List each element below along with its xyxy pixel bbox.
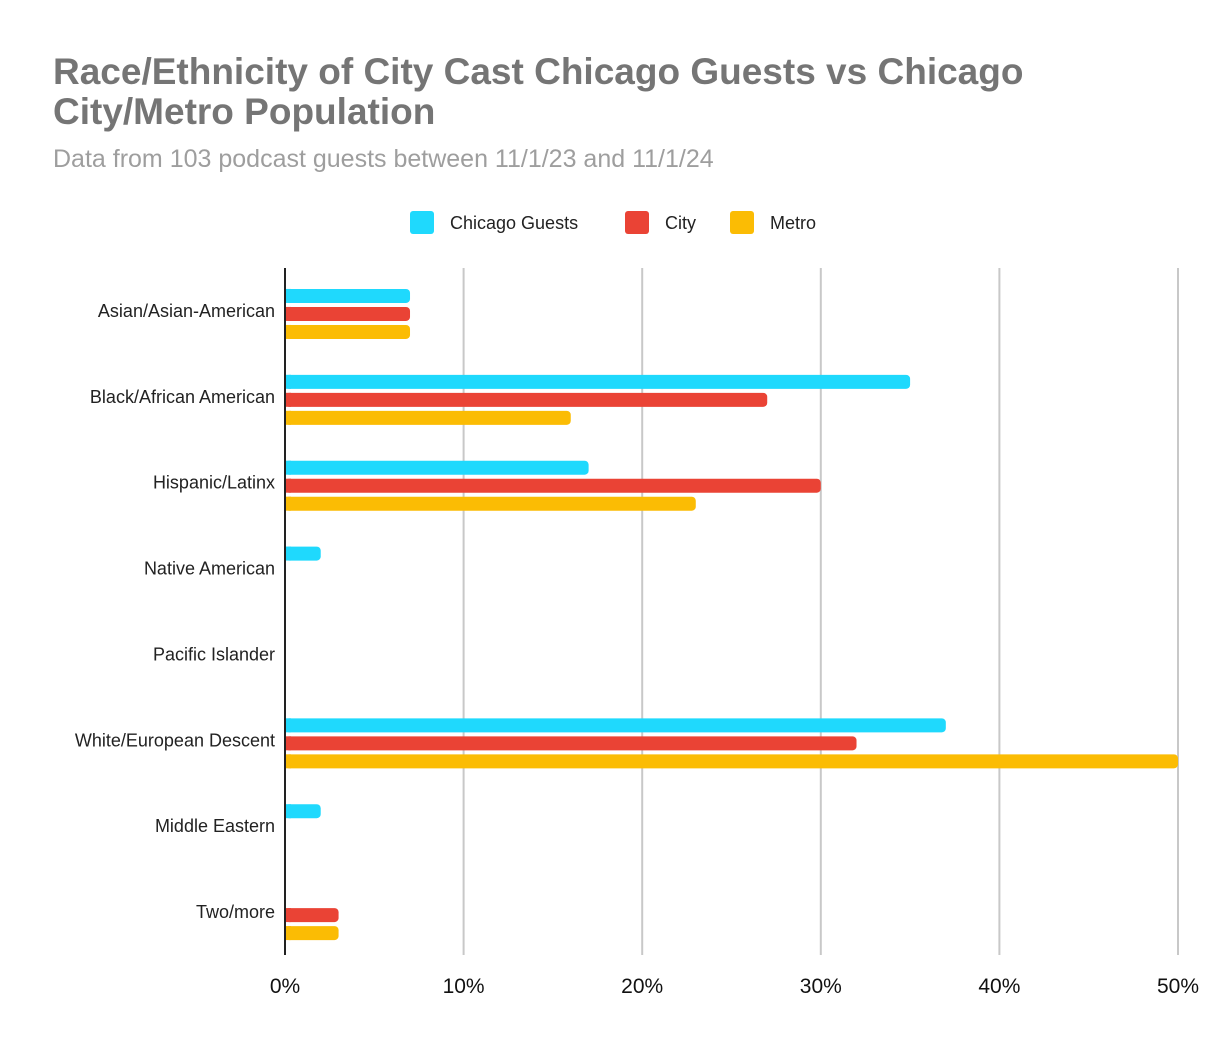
x-tick-label: 10% <box>443 975 485 998</box>
bar-base <box>285 324 291 339</box>
x-tick-label: 40% <box>978 975 1020 998</box>
bar-base <box>285 754 291 769</box>
bar-metro <box>285 324 411 339</box>
bar-chicago-guests <box>285 718 946 733</box>
bar-city <box>285 736 857 751</box>
bar-base <box>285 496 291 511</box>
category-label: Native American <box>144 559 275 579</box>
bar-base <box>285 926 291 941</box>
bar-chicago-guests <box>285 460 589 475</box>
bar-base <box>285 478 291 493</box>
bar-base <box>285 374 291 389</box>
chart-subtitle: Data from 103 podcast guests between 11/… <box>53 145 714 173</box>
x-tick-label: 0% <box>270 975 300 998</box>
category-label: Middle Eastern <box>155 816 275 836</box>
bar-city <box>285 478 821 493</box>
x-tick-label: 50% <box>1157 975 1199 998</box>
category-label: Asian/Asian-American <box>98 301 275 321</box>
bar-metro <box>285 410 571 425</box>
x-tick-label: 30% <box>800 975 842 998</box>
bar-chicago-guests <box>285 546 321 561</box>
bar-metro <box>285 926 339 941</box>
category-label: Black/African American <box>90 387 275 407</box>
legend-label: Chicago Guests <box>450 213 578 233</box>
chart-title: Race/Ethnicity of City Cast Chicago Gues… <box>53 51 1024 132</box>
bar-base <box>285 736 291 751</box>
bar-base <box>285 306 291 321</box>
bar-chicago-guests <box>285 288 411 303</box>
bar-chicago-guests <box>285 374 911 389</box>
bar-base <box>285 908 291 923</box>
bar-base <box>285 718 291 733</box>
bar-base <box>285 288 291 303</box>
bar-base <box>285 392 291 407</box>
bar-city <box>285 306 411 321</box>
bar-base <box>285 460 291 475</box>
legend-label: Metro <box>770 213 816 233</box>
bar-base <box>285 804 291 819</box>
legend-swatch <box>625 211 649 234</box>
category-label: Two/more <box>196 902 275 922</box>
bar-metro <box>285 496 696 511</box>
category-label: Pacific Islander <box>153 644 275 664</box>
x-tick-label: 20% <box>621 975 663 998</box>
category-label: Hispanic/Latinx <box>153 473 275 493</box>
category-label: White/European Descent <box>75 730 275 750</box>
legend-swatch <box>410 211 434 234</box>
bar-city <box>285 392 768 407</box>
legend-swatch <box>730 211 754 234</box>
bar-base <box>285 410 291 425</box>
bar-city <box>285 908 339 923</box>
legend-label: City <box>665 213 696 233</box>
bar-chicago-guests <box>285 804 321 819</box>
bar-metro <box>285 754 1178 769</box>
bar-base <box>285 546 291 561</box>
